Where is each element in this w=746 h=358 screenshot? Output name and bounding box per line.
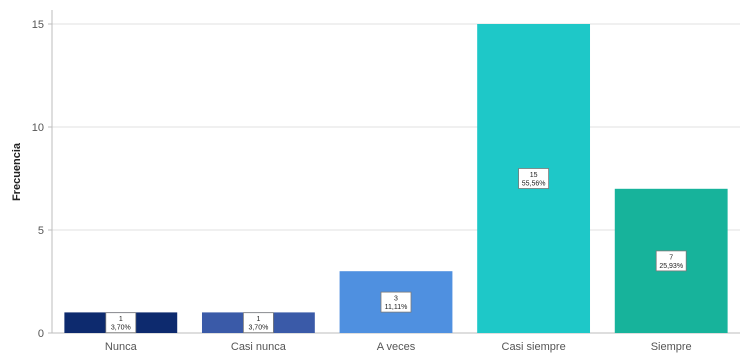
data-label-box	[518, 168, 549, 189]
data-label-box	[655, 250, 687, 272]
y-tick-label: 5	[38, 225, 44, 237]
x-tick-label: Casi siempre	[502, 341, 566, 353]
y-tick-label: 10	[32, 122, 44, 134]
data-label-count: 15	[530, 172, 538, 179]
data-label: 7 25,93%	[655, 250, 687, 272]
x-tick-label: Casi nunca	[231, 341, 287, 353]
data-label-count: 1	[119, 316, 123, 323]
x-tick-label: Siempre	[651, 341, 692, 353]
data-label-percent: 3,70%	[111, 325, 131, 332]
data-label-percent: 25,93%	[659, 263, 683, 270]
data-label-count: 3	[394, 296, 398, 303]
data-label: 311,11%	[380, 291, 412, 313]
data-label-percent: 3,70%	[248, 325, 268, 332]
data-label-percent: 55,56%	[522, 181, 546, 188]
data-labels: 1 3,70% 1 3,70% 311,11% 15 55,56% 7 25,93%	[105, 168, 687, 334]
x-tick-label: A veces	[377, 341, 416, 353]
data-label-box	[105, 312, 137, 334]
y-tick-label: 0	[38, 328, 44, 340]
data-label-box	[380, 291, 412, 313]
bars	[64, 24, 728, 333]
data-label: 15 55,56%	[518, 168, 549, 189]
data-label-percent: 11,11%	[385, 304, 408, 311]
data-label-count: 7	[669, 254, 673, 261]
x-tick-labels: Nunca Casi nunca A veces Casi siempre Siempr…	[105, 341, 692, 353]
x-tick-label: Nunca	[105, 341, 138, 353]
data-label: 1 3,70%	[105, 312, 137, 334]
data-label-count: 1	[256, 316, 260, 323]
y-axis-title: Frecuencia	[11, 142, 23, 201]
data-label: 1 3,70%	[242, 312, 274, 334]
data-label-box	[242, 312, 274, 334]
y-tick-labels: 0 5 10 15	[32, 19, 52, 340]
y-tick-label: 15	[32, 19, 44, 31]
